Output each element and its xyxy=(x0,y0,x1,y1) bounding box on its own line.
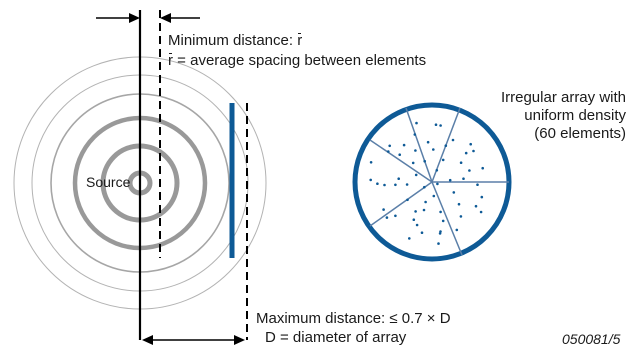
array-description-line-1: Irregular array with xyxy=(500,89,626,106)
array-element xyxy=(420,231,424,234)
array-element xyxy=(439,230,442,233)
array-element xyxy=(452,191,456,194)
array-element xyxy=(441,219,445,223)
array-element xyxy=(382,208,385,211)
max-arrow-right-head xyxy=(234,335,245,345)
array-elements xyxy=(369,121,485,245)
array-element xyxy=(405,183,409,186)
array-element xyxy=(414,149,417,152)
min-distance-prefix: Minimum distance: xyxy=(168,32,294,49)
array-element xyxy=(459,161,463,164)
array-element xyxy=(448,178,452,182)
array-element xyxy=(385,216,389,219)
min-arrow-right-head xyxy=(160,13,171,23)
array-element xyxy=(424,200,427,204)
array-element xyxy=(369,178,373,182)
array-element xyxy=(402,143,406,147)
array-element xyxy=(397,177,401,180)
min-distance-arrows xyxy=(96,13,200,23)
array-element xyxy=(388,144,392,148)
array-element xyxy=(472,149,475,153)
max-distance-label: Maximum distance: ≤ 0.7 × D xyxy=(256,310,451,327)
diameter-definition: D = diameter of array xyxy=(265,329,407,346)
array-element xyxy=(412,218,416,221)
array-element xyxy=(394,214,397,218)
array-element xyxy=(406,198,409,202)
sector-divider-4 xyxy=(431,181,463,256)
array-element xyxy=(432,194,436,198)
min-distance-symbol: r xyxy=(297,32,303,49)
array-element xyxy=(414,173,418,177)
max-distance-arrow xyxy=(142,335,245,345)
array-element xyxy=(423,185,426,189)
array-element xyxy=(387,150,390,153)
array-description-line-2: uniform density xyxy=(524,107,626,124)
array-description-line-3: (60 elements) xyxy=(534,125,626,142)
array-element xyxy=(439,210,442,214)
array-element xyxy=(383,183,386,187)
array-element xyxy=(476,183,479,186)
array-element xyxy=(444,144,448,147)
array-element xyxy=(435,169,439,172)
avg-spacing-label: r = average spacing between elements xyxy=(168,52,426,70)
array-element xyxy=(398,153,402,156)
array-element xyxy=(455,228,459,232)
array-element xyxy=(369,161,373,164)
array-element xyxy=(469,142,473,146)
min-distance-label: Minimum distance: r xyxy=(168,32,302,50)
array-element xyxy=(437,242,440,245)
array-element xyxy=(408,237,411,240)
avg-spacing-symbol: r xyxy=(168,52,173,69)
array-element xyxy=(468,169,471,172)
array-element xyxy=(439,124,442,127)
array-element xyxy=(394,183,397,187)
array-element xyxy=(474,204,478,208)
avg-spacing-text: = average spacing between elements xyxy=(177,52,427,69)
array-element xyxy=(481,166,485,170)
array-element xyxy=(415,223,419,227)
array-element xyxy=(432,148,435,151)
array-element xyxy=(413,133,417,136)
array-description: Irregular array with uniform density (60… xyxy=(458,89,628,143)
array-element xyxy=(451,138,455,142)
array-element xyxy=(434,123,438,126)
irregular-array-top-view xyxy=(352,102,512,262)
array-element xyxy=(376,182,379,185)
max-arrow-left-head xyxy=(142,335,153,345)
figure-id: 050081/5 xyxy=(562,331,621,347)
array-element xyxy=(462,177,465,180)
array-element xyxy=(479,210,483,214)
array-element xyxy=(436,182,439,186)
min-arrow-left-head xyxy=(129,13,140,23)
array-element xyxy=(464,151,468,155)
array-element xyxy=(422,208,426,212)
array-element xyxy=(415,121,418,125)
array-element xyxy=(414,210,417,213)
sector-divider-1 xyxy=(405,107,433,183)
array-element xyxy=(457,202,461,206)
array-element xyxy=(426,140,430,144)
array-element xyxy=(459,215,463,218)
array-element xyxy=(480,195,484,199)
array-element xyxy=(441,158,445,162)
sector-divider-6 xyxy=(369,139,433,183)
array-element xyxy=(411,161,415,165)
sector-divider-5 xyxy=(369,181,433,227)
source-label: Source xyxy=(86,174,131,190)
array-element xyxy=(423,159,427,163)
